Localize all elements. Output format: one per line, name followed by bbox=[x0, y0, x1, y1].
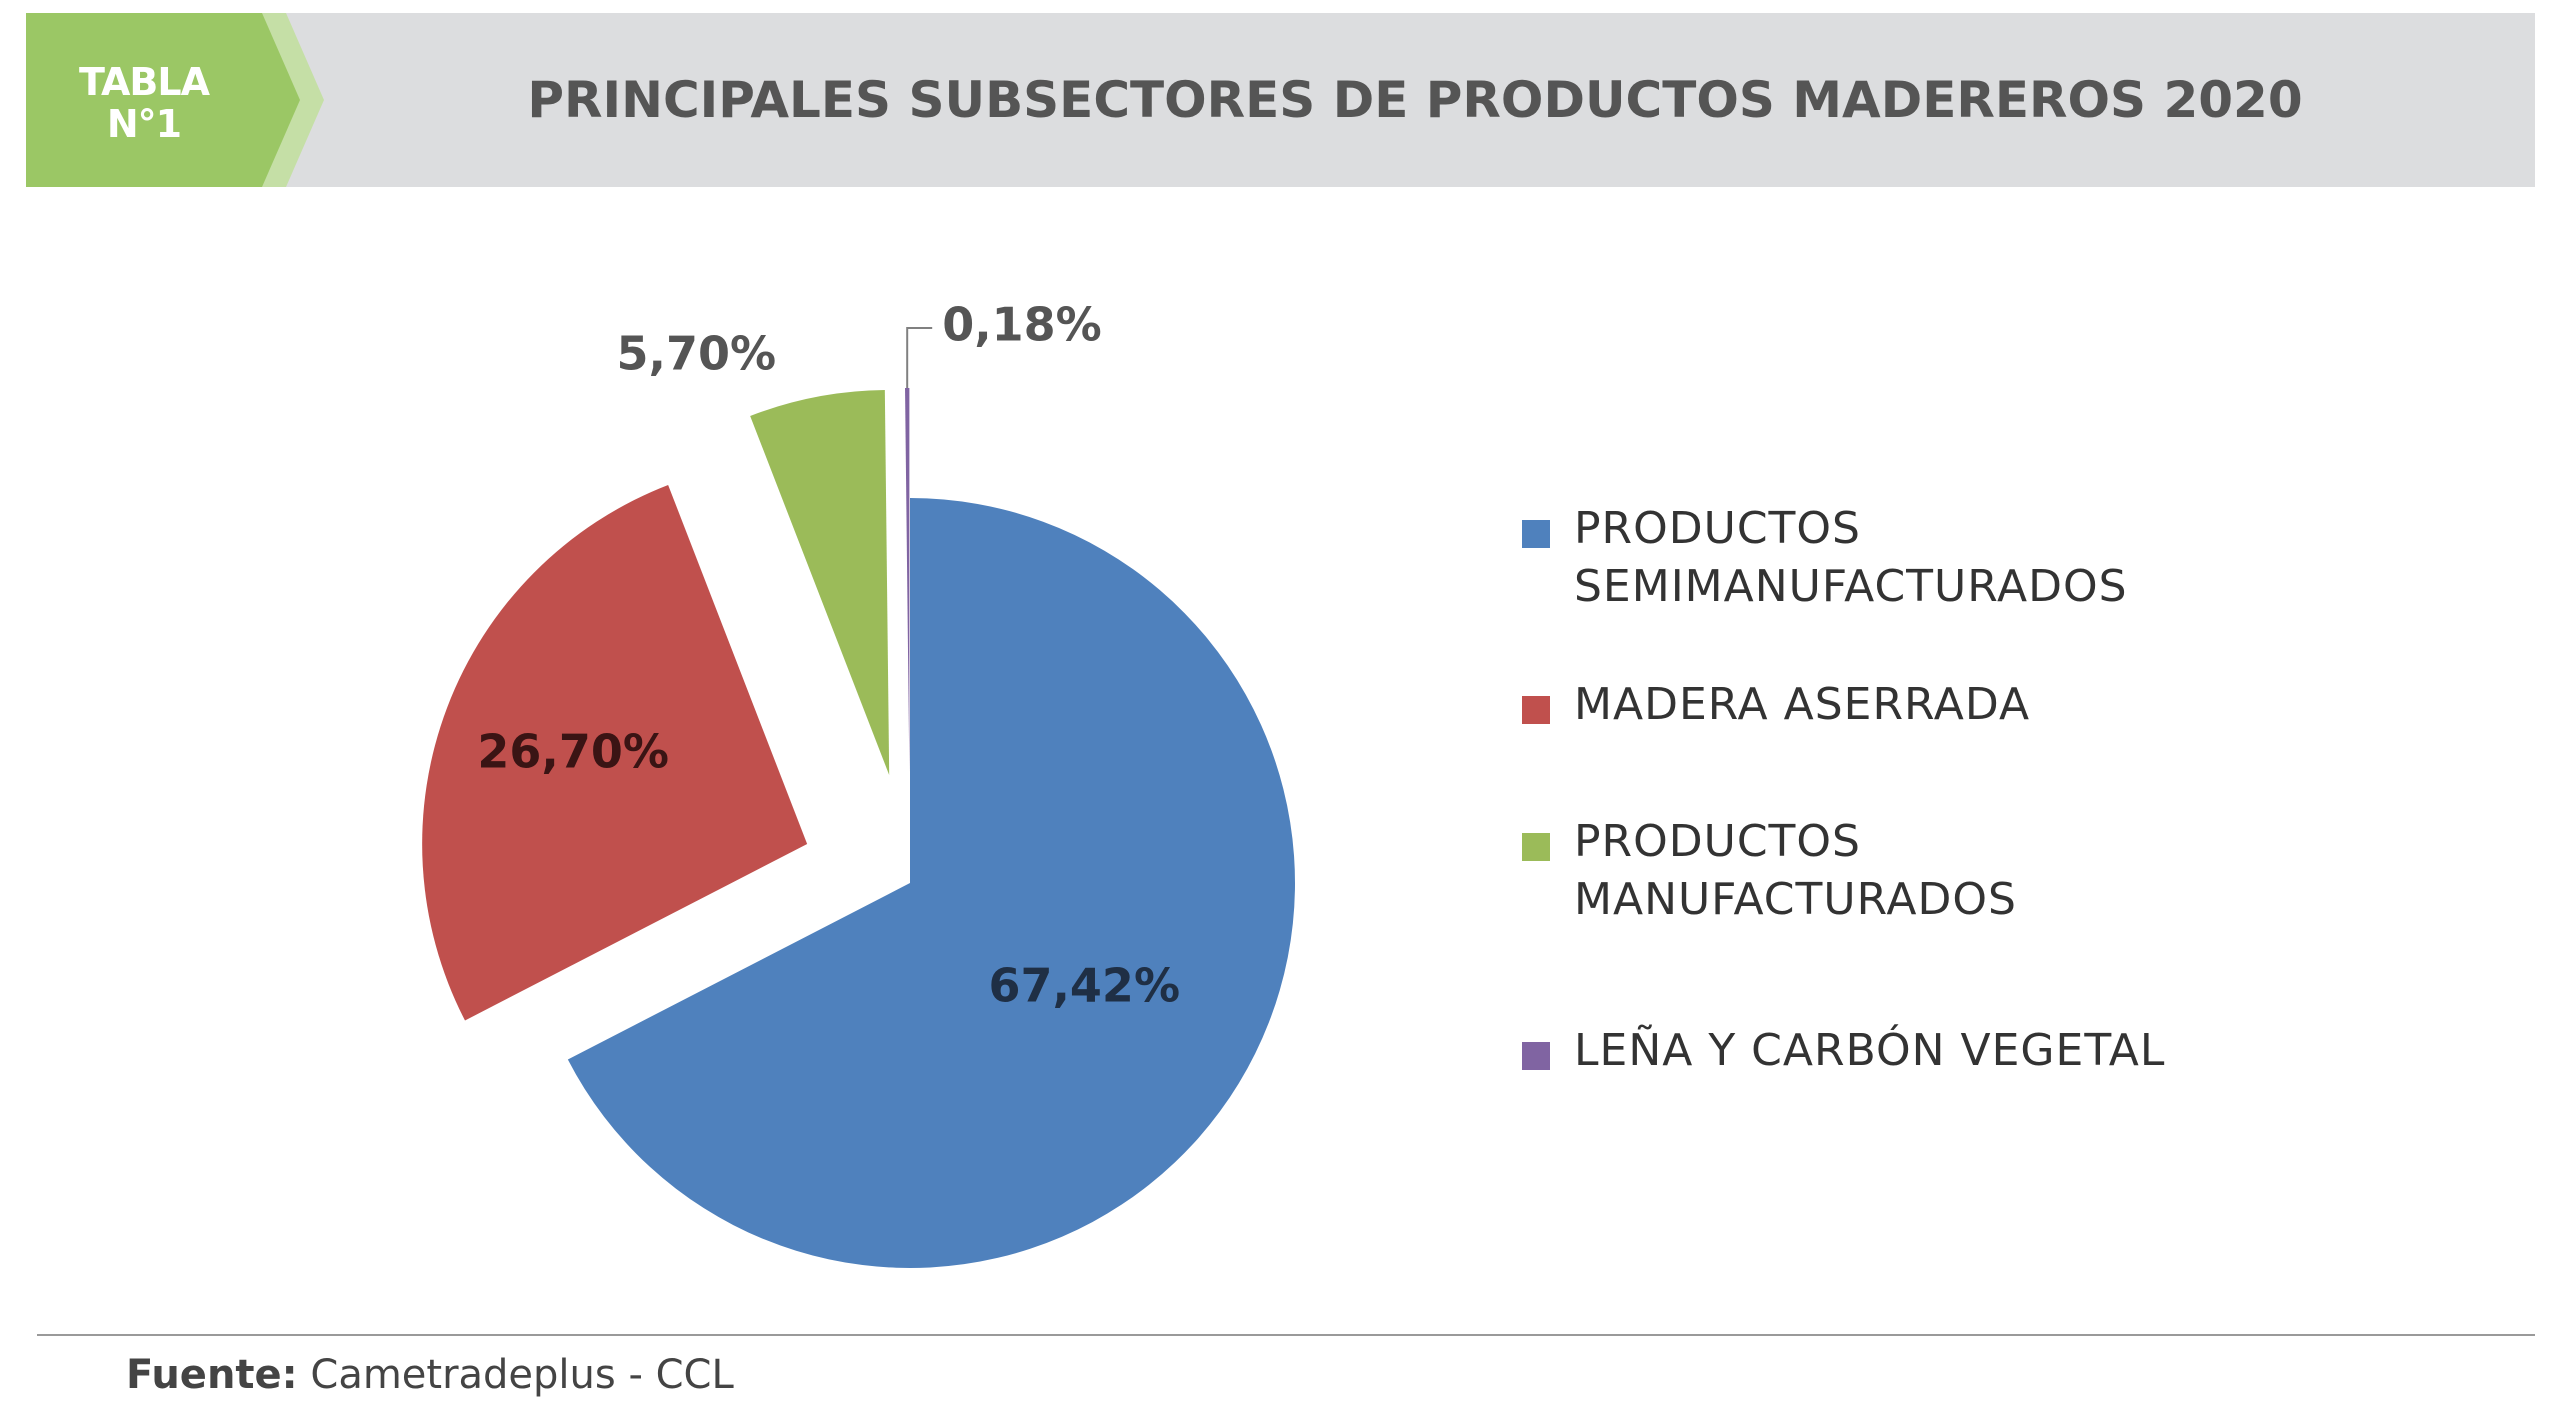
source-key: Fuente: bbox=[126, 1352, 298, 1398]
legend-swatch-semimanufacturados bbox=[1522, 520, 1550, 548]
legend-swatch-manufacturados bbox=[1522, 833, 1550, 861]
legend-label-manufacturados: PRODUCTOS MANUFACTURADOS bbox=[1574, 813, 2394, 929]
slice-label-0: 67,42% bbox=[988, 959, 1180, 1013]
badge-line-2: N°1 bbox=[106, 102, 182, 146]
legend-label-line-1: PRODUCTOS bbox=[1574, 503, 1861, 554]
header-bar bbox=[26, 13, 2535, 187]
legend-label-madera-aserrada: MADERA ASERRADA bbox=[1574, 676, 2394, 734]
source-value: Cametradeplus - CCL bbox=[297, 1352, 734, 1398]
legend-swatch-lena-carbon bbox=[1522, 1042, 1550, 1070]
pie-slice-1 bbox=[422, 484, 808, 1021]
legend-label-lena-carbon: LEÑA Y CARBÓN VEGETAL bbox=[1574, 1022, 2394, 1080]
slice-label-2: 5,70% bbox=[617, 326, 777, 380]
legend-label-line-2: SEMIMANUFACTURADOS bbox=[1574, 561, 2128, 612]
pie-slice-2 bbox=[750, 390, 890, 775]
legend-label-line-1: LEÑA Y CARBÓN VEGETAL bbox=[1574, 1025, 2166, 1076]
badge-text: TABLA N°1 bbox=[26, 61, 262, 145]
legend-label-line-1: MADERA ASERRADA bbox=[1574, 679, 2031, 730]
slice-label-1: 26,70% bbox=[477, 725, 669, 779]
badge-shape bbox=[26, 13, 324, 187]
legend-label-line-2: MANUFACTURADOS bbox=[1574, 874, 2017, 925]
footer-divider bbox=[37, 1334, 2535, 1336]
page-title: PRINCIPALES SUBSECTORES DE PRODUCTOS MAD… bbox=[527, 71, 2303, 129]
pie-slice-3 bbox=[905, 388, 910, 774]
legend-label-line-1: PRODUCTOS bbox=[1574, 816, 1861, 867]
source-note: Fuente: Cametradeplus - CCL bbox=[126, 1352, 734, 1398]
pie-slice-0 bbox=[567, 498, 1296, 1268]
legend-swatch-madera-aserrada bbox=[1522, 696, 1550, 724]
table-number-badge: TABLA N°1 bbox=[26, 13, 326, 187]
slice-label-3: 0,18% bbox=[942, 298, 1102, 352]
badge-line-1: TABLA bbox=[79, 60, 210, 104]
leader-line-3 bbox=[906, 327, 933, 389]
legend-label-semimanufacturados: PRODUCTOS SEMIMANUFACTURADOS bbox=[1574, 500, 2394, 616]
